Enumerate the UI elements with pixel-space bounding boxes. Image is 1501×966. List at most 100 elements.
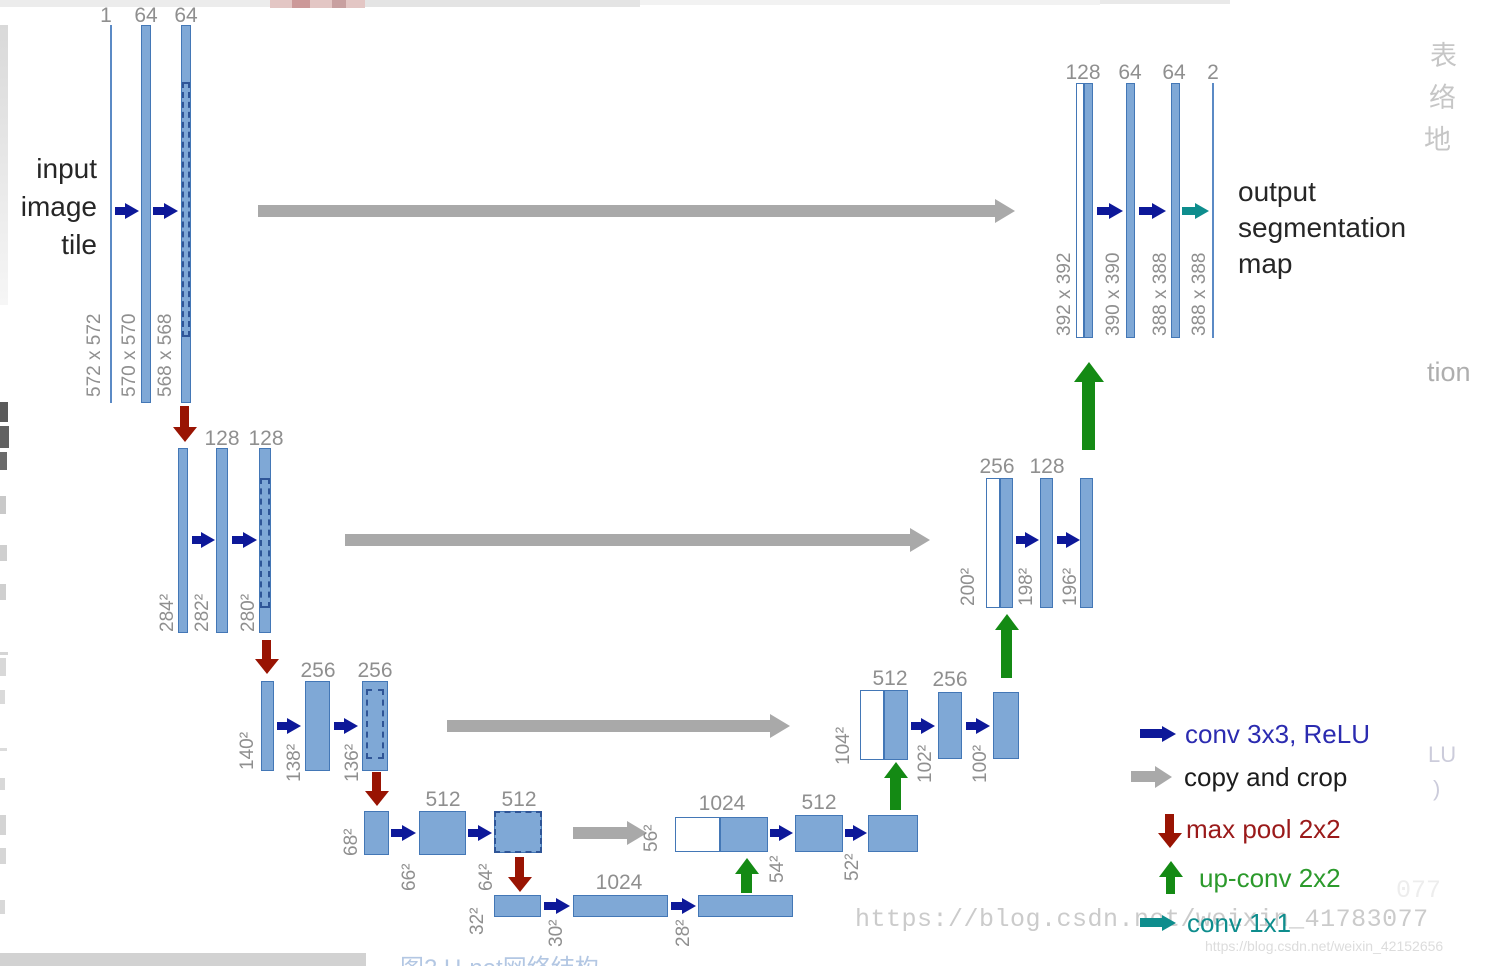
conv-arrow-icon <box>468 829 478 837</box>
conv-arrow-icon <box>192 536 201 544</box>
copy-crop-arrow-icon <box>447 720 770 732</box>
enc1-channels-2: 64 <box>174 4 198 27</box>
conv-arrow-icon <box>115 207 125 215</box>
dec3-copied-box <box>860 690 884 760</box>
ghost-paren-fragment: ) <box>1433 776 1441 801</box>
legend-maxpool-label: max pool 2x2 <box>1186 814 1341 844</box>
enc2-feature-bar-1 <box>216 448 228 633</box>
conv-arrow-icon <box>391 829 402 837</box>
enc4-size-1: 66² <box>399 863 420 891</box>
maxpool-arrow-icon <box>180 406 189 427</box>
right-edge-cjk-1: 表 <box>1430 41 1457 71</box>
dec1-feature-bar-3 <box>1171 83 1180 338</box>
left-edge-fragment <box>0 652 8 655</box>
dec1-size-3: 388 x 388 <box>1189 252 1210 336</box>
output-caption-line1: output <box>1238 176 1316 207</box>
left-edge-fragment <box>0 426 9 448</box>
bottleneck-box-1 <box>573 895 668 917</box>
enc3-feature-bar-1 <box>305 681 330 771</box>
dec1-size-2: 388 x 388 <box>1150 252 1171 336</box>
top-edge-fragment <box>292 0 310 8</box>
top-edge-fragment <box>365 0 640 7</box>
output-caption: output segmentation map <box>1238 174 1406 282</box>
conv-arrow-icon <box>1057 536 1066 544</box>
output-caption-line3: map <box>1238 248 1293 279</box>
dec4-feature-box-3 <box>868 815 918 852</box>
enc1-input-layer <box>110 25 112 403</box>
enc4-size-0: 68² <box>341 828 362 856</box>
dec1-channels-1: 64 <box>1118 61 1142 84</box>
upconv-arrow-icon <box>890 778 901 810</box>
ghost-relu-fragment: LU <box>1428 742 1457 767</box>
enc4-feature-box-2 <box>494 811 542 853</box>
enc2-channels-1: 128 <box>248 427 284 450</box>
maxpool-arrow-icon <box>372 772 381 791</box>
upconv-arrow-icon <box>1001 630 1012 678</box>
input-caption-line3: tile <box>61 229 97 260</box>
enc4-feature-box-0 <box>364 811 389 855</box>
left-edge-fragment <box>0 848 6 864</box>
right-edge-cjk-3: 地 <box>1424 125 1451 155</box>
legend-conv-arrow-icon <box>1140 729 1162 738</box>
enc3-size-2: 136² <box>342 743 363 782</box>
dec4-feature-box-2 <box>795 815 843 852</box>
dec1-feature-bar-2 <box>1126 83 1135 338</box>
enc1-size-2: 568 x 568 <box>155 313 176 397</box>
conv-arrow-icon <box>1016 536 1025 544</box>
dec4-channels-1: 512 <box>801 791 837 814</box>
dec3-feature-box-2 <box>938 692 962 759</box>
left-edge-fragment <box>0 496 6 514</box>
enc3-channels-0: 256 <box>300 659 336 682</box>
conv-arrow-icon <box>277 722 287 730</box>
right-edge-tion: tion <box>1427 357 1471 387</box>
top-edge-fragment <box>640 0 1100 5</box>
enc1-size-0: 572 x 572 <box>84 313 105 397</box>
enc3-channels-1: 256 <box>357 659 393 682</box>
top-edge-fragment <box>0 0 270 7</box>
conv-arrow-icon <box>770 829 779 837</box>
bottleneck-channels-0: 1024 <box>595 871 643 894</box>
enc4-channels-0: 512 <box>425 788 461 811</box>
upconv-arrow-icon <box>1082 382 1095 450</box>
conv-arrow-icon <box>334 722 344 730</box>
bottleneck-size-2: 28² <box>673 919 694 947</box>
dec4-size-0: 56² <box>641 824 662 852</box>
enc3-crop-outline <box>366 689 384 759</box>
dec1-copied-bar <box>1076 83 1084 338</box>
left-edge-fragment <box>0 900 5 914</box>
input-caption-line2: image <box>20 191 97 222</box>
copy-crop-arrow-icon <box>258 205 995 217</box>
right-edge-cjk-2: 络 <box>1429 83 1456 113</box>
maxpool-arrow-icon <box>262 640 271 659</box>
top-edge-fragment <box>1100 0 1230 4</box>
conv-arrow-icon <box>544 902 556 910</box>
copy-crop-arrow-icon <box>345 534 910 546</box>
enc2-size-2: 280² <box>238 593 259 632</box>
legend-conv1x1-arrow-icon <box>1140 918 1162 927</box>
enc3-size-1: 138² <box>284 743 305 782</box>
dec3-feature-box-3 <box>993 692 1019 759</box>
dec2-feature-bar-1 <box>1000 478 1013 608</box>
conv-arrow-icon <box>911 722 921 730</box>
dec1-channels-2: 64 <box>1162 61 1186 84</box>
dec1-size-0: 392 x 392 <box>1054 252 1075 336</box>
enc2-size-0: 284² <box>157 593 178 632</box>
watermark-ghost-digits: 077 <box>1396 876 1442 905</box>
legend-upconv-label: up-conv 2x2 <box>1199 863 1341 893</box>
enc2-crop-outline <box>260 478 270 608</box>
dec3-channels-0: 512 <box>872 667 908 690</box>
enc1-feature-bar-1 <box>141 25 151 403</box>
figure-caption: 图2 U-net网络结构 <box>400 948 599 966</box>
legend-upconv-arrow-icon <box>1166 877 1175 894</box>
dec2-feature-bar-3 <box>1080 478 1093 608</box>
watermark-small: https://blog.csdn.net/weixin_42152656 <box>1205 938 1444 954</box>
dec2-size-1: 198² <box>1016 567 1037 606</box>
bottleneck-size-0: 32² <box>467 907 488 935</box>
copy-crop-arrow-icon <box>573 827 627 839</box>
dec2-size-0: 200² <box>958 567 979 606</box>
legend-conv-label: conv 3x3, ReLU <box>1185 719 1370 749</box>
enc4-feature-box-1 <box>419 811 466 855</box>
dec1-channels-3: 2 <box>1207 61 1219 84</box>
dec2-feature-bar-2 <box>1040 478 1053 608</box>
